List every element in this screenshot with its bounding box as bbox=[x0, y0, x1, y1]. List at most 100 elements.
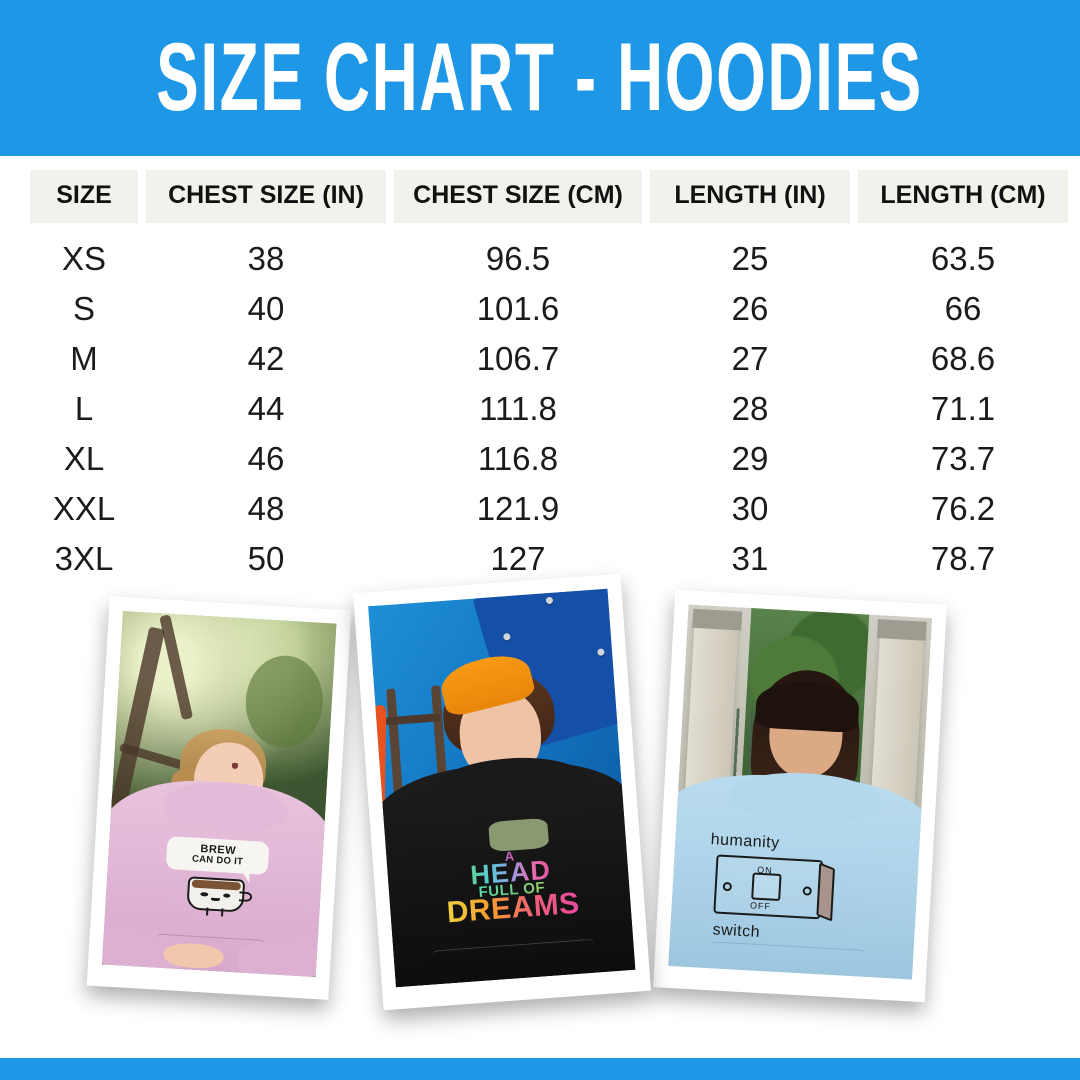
cell-chest-in: 48 bbox=[247, 489, 285, 527]
cell-chest-in: 42 bbox=[247, 339, 285, 377]
graphic-text-line-4: DREAMS bbox=[445, 886, 581, 930]
pillar-cap bbox=[691, 608, 743, 631]
coffee-cup-icon bbox=[186, 876, 253, 917]
table-row: L 44 111.8 28 71.1 bbox=[30, 384, 1068, 434]
table-row: XS 38 96.5 25 63.5 bbox=[30, 223, 1068, 284]
cell-size: XXL bbox=[52, 489, 116, 527]
cell-chest-cm: 121.9 bbox=[476, 489, 560, 527]
cell-length-in: 25 bbox=[731, 240, 769, 277]
cell-length-in: 27 bbox=[731, 339, 769, 377]
cell-length-cm: 73.7 bbox=[930, 439, 996, 477]
speech-bubble: BREW CAN DO IT bbox=[166, 836, 270, 876]
cell-length-cm: 66 bbox=[944, 289, 982, 327]
cell-length-in: 29 bbox=[731, 439, 769, 477]
hood bbox=[429, 752, 590, 820]
hood bbox=[161, 779, 290, 836]
cup-smile bbox=[210, 898, 220, 902]
page-title: SIZE CHART - HOODIES bbox=[156, 23, 924, 132]
cell-length-in: 31 bbox=[731, 539, 769, 577]
cup-handle bbox=[238, 891, 253, 903]
hair-front bbox=[754, 679, 860, 733]
cell-length-cm: 71.1 bbox=[930, 389, 996, 427]
cell-chest-cm: 101.6 bbox=[476, 289, 560, 327]
hoodie-garment: humanity ON OFF switch bbox=[668, 769, 933, 980]
table-row: 3XL 50 127 31 78.7 bbox=[30, 534, 1068, 584]
switch-off-label: OFF bbox=[749, 900, 772, 912]
photo-image-pink-hoodie: BREW CAN DO IT bbox=[101, 610, 337, 978]
graphic-text-line-1: humanity bbox=[710, 830, 781, 852]
cell-length-in: 30 bbox=[731, 489, 769, 527]
pillar-cap bbox=[877, 619, 928, 641]
header-banner: SIZE CHART - HOODIES bbox=[0, 0, 1080, 156]
cell-length-in: 28 bbox=[731, 389, 769, 427]
cell-chest-in: 44 bbox=[247, 389, 285, 427]
table-row: XL 46 116.8 29 73.7 bbox=[30, 434, 1068, 484]
size-chart-table: SIZE CHEST SIZE (IN) CHEST SIZE (CM) LEN… bbox=[22, 170, 1076, 584]
cell-chest-in: 40 bbox=[247, 289, 285, 327]
photo-image-black-hoodie: A HEAD FULL OF DREAMS bbox=[368, 588, 636, 988]
column-header-size: SIZE bbox=[30, 170, 138, 223]
kangaroo-pocket bbox=[710, 940, 867, 974]
cell-length-cm: 68.6 bbox=[930, 339, 996, 377]
cup-arms bbox=[205, 907, 224, 917]
size-chart-table-wrapper: SIZE CHEST SIZE (IN) CHEST SIZE (CM) LEN… bbox=[0, 170, 1080, 584]
tree-branch bbox=[159, 614, 194, 721]
switch-toggle bbox=[751, 872, 782, 902]
table-row: S 40 101.6 26 66 bbox=[30, 284, 1068, 334]
rivet bbox=[545, 596, 554, 605]
cell-chest-cm: 116.8 bbox=[477, 439, 559, 477]
model-pink-hoodie: BREW CAN DO IT bbox=[101, 710, 337, 978]
photo-strip: BREW CAN DO IT bbox=[0, 573, 1080, 1045]
graphic-text-line-2: CAN DO IT bbox=[191, 853, 244, 868]
column-header-length-cm: LENGTH (CM) bbox=[858, 170, 1068, 223]
cell-chest-in: 46 bbox=[247, 439, 285, 477]
hoodie-garment: A HEAD FULL OF DREAMS bbox=[368, 752, 636, 988]
photo-card-blue-hoodie: humanity ON OFF switch bbox=[653, 589, 947, 1003]
photo-card-pink-hoodie: BREW CAN DO IT bbox=[86, 596, 352, 1000]
column-header-chest-in: CHEST SIZE (IN) bbox=[146, 170, 386, 223]
cell-chest-in: 38 bbox=[247, 240, 285, 277]
cell-size: XL bbox=[63, 439, 105, 477]
footer-banner bbox=[0, 1058, 1080, 1080]
coffee-liquid bbox=[191, 879, 241, 891]
switch-screw bbox=[802, 886, 812, 896]
cell-chest-cm: 96.5 bbox=[485, 240, 551, 277]
cell-size: M bbox=[70, 339, 98, 377]
light-switch-icon: ON OFF bbox=[713, 854, 836, 923]
switch-screw bbox=[722, 881, 733, 892]
kangaroo-pocket bbox=[432, 938, 596, 979]
photo-image-blue-hoodie: humanity ON OFF switch bbox=[668, 604, 933, 980]
cell-length-in: 26 bbox=[731, 289, 769, 327]
hoodie-graphic-humanity-switch: humanity ON OFF switch bbox=[695, 830, 873, 945]
cell-chest-cm: 111.8 bbox=[479, 389, 557, 427]
cell-length-cm: 63.5 bbox=[930, 240, 996, 277]
column-header-chest-cm: CHEST SIZE (CM) bbox=[394, 170, 642, 223]
cell-length-cm: 76.2 bbox=[930, 489, 996, 527]
rivet bbox=[596, 648, 606, 657]
hoodie-garment: BREW CAN DO IT bbox=[101, 775, 337, 978]
mouth bbox=[231, 762, 238, 769]
cell-length-cm: 78.7 bbox=[930, 539, 996, 577]
switch-side bbox=[816, 862, 836, 923]
cup-eye bbox=[200, 892, 209, 897]
cup-eye bbox=[222, 893, 231, 898]
cell-chest-cm: 127 bbox=[490, 539, 546, 577]
table-header: SIZE CHEST SIZE (IN) CHEST SIZE (CM) LEN… bbox=[30, 170, 1068, 223]
graphic-text-line-2: switch bbox=[712, 921, 761, 941]
hoodie-graphic-brew: BREW CAN DO IT bbox=[164, 836, 270, 917]
table-row: M 42 106.7 27 68.6 bbox=[30, 334, 1068, 384]
table-body: XS 38 96.5 25 63.5 S 40 101.6 26 66 M 42… bbox=[30, 223, 1068, 584]
cell-chest-cm: 106.7 bbox=[476, 339, 560, 377]
cell-chest-in: 50 bbox=[247, 539, 285, 577]
model-blue-hoodie: humanity ON OFF switch bbox=[668, 667, 933, 980]
hood bbox=[729, 769, 883, 825]
cell-size: 3XL bbox=[54, 539, 114, 577]
rivet bbox=[502, 631, 511, 641]
table-header-row: SIZE CHEST SIZE (IN) CHEST SIZE (CM) LEN… bbox=[30, 170, 1068, 223]
cell-size: S bbox=[72, 289, 95, 327]
table-row: XXL 48 121.9 30 76.2 bbox=[30, 484, 1068, 534]
cell-size: XS bbox=[61, 240, 107, 277]
cell-size: L bbox=[74, 389, 94, 427]
column-header-length-in: LENGTH (IN) bbox=[650, 170, 850, 223]
hoodie-graphic-dreams: A HEAD FULL OF DREAMS bbox=[415, 835, 609, 938]
